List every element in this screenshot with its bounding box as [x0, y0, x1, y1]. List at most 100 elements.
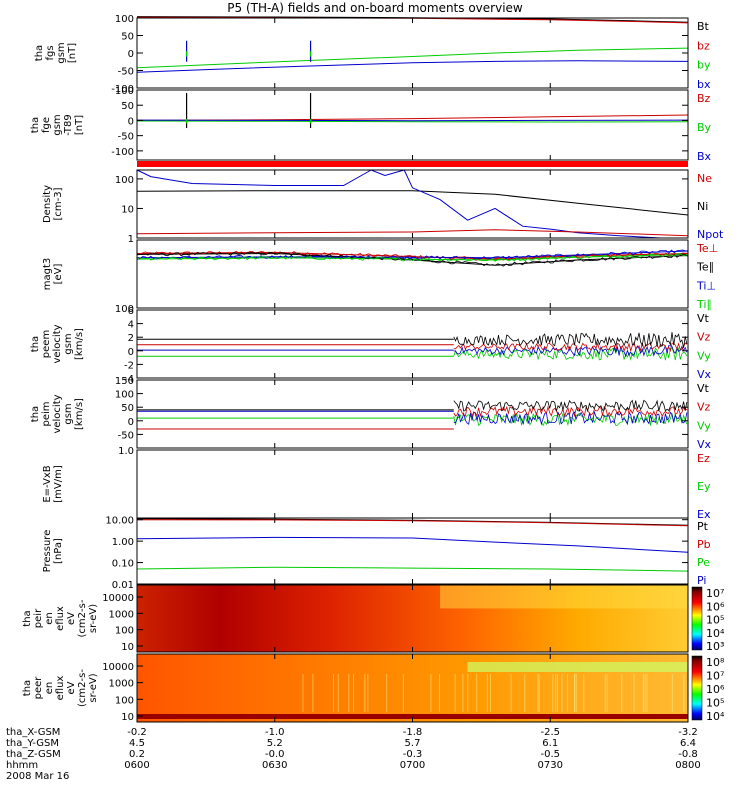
- fgs-legend-2: by: [697, 59, 711, 72]
- ephemeris-value: 0630: [262, 760, 287, 771]
- velocity_i-ytick-label: 100: [115, 390, 134, 401]
- panel-velocity_i: [136, 379, 689, 449]
- fge-legend-2: Bx: [697, 150, 712, 163]
- peir-ylabel-line: eflux: [55, 606, 66, 631]
- ephemeris-value: -1.8: [403, 727, 423, 738]
- pressure-ylabel-line: [nPa]: [53, 538, 64, 564]
- temperature-series-Te∥: [136, 252, 689, 266]
- velocity_i-noisy-series: [453, 410, 688, 426]
- peir-colorbar-tick: 10⁷: [706, 587, 724, 600]
- temperature-ylabel-line: [eV]: [53, 264, 64, 285]
- velocity_i-legend-1: Vz: [697, 401, 711, 414]
- peer-high-energy-band: [467, 662, 688, 672]
- fge-frame: [136, 89, 689, 161]
- velocity_i-frame: [136, 379, 689, 449]
- velocity_e-legend-3: Vx: [697, 368, 712, 381]
- peer-ytick-label: 10000: [102, 662, 134, 673]
- fgs-ylabel-line: [nT]: [67, 43, 78, 63]
- ephemeris-value: -0.5: [540, 749, 560, 760]
- peir-colorbar: [691, 586, 703, 651]
- peir-ylabel-line: eV: [66, 612, 77, 625]
- efield-legend-1: Ey: [697, 480, 711, 493]
- ephemeris-value: 6.4: [680, 738, 696, 749]
- panel-temperature: [136, 239, 689, 309]
- peir-ylabel-line: peir: [33, 608, 44, 628]
- peer-ylabel-line: peer: [33, 676, 44, 700]
- ephemeris-value: 5.7: [405, 738, 421, 749]
- velocity_e-noisy-series: [453, 332, 688, 348]
- fgs-ytick-label: -100: [111, 84, 134, 95]
- pressure-ytick-label: 1.00: [112, 537, 134, 548]
- velocity_i-ytick-label: -50: [118, 430, 134, 441]
- ephemeris-value: -3.2: [678, 727, 698, 738]
- ephemeris-value: -0.8: [678, 749, 698, 760]
- fge-ytick-label: 100: [115, 86, 134, 97]
- fgs-ylabel-line: gsm: [56, 42, 67, 63]
- panel-peir: [136, 584, 703, 653]
- peer-colorbar-tick: 10⁴: [706, 710, 725, 723]
- peir-colorbar-tick: 10⁵: [706, 614, 724, 627]
- pressure-legend-2: Pe: [697, 556, 710, 569]
- efield-legend-2: Ex: [697, 508, 711, 521]
- velocity_i-ytick-label: 0: [128, 417, 134, 428]
- density-legend-0: Ne: [697, 172, 712, 185]
- ephemeris-value: 0730: [538, 760, 563, 771]
- temperature-legend-2: Ti⊥: [696, 279, 716, 292]
- ephemeris-label: tha_X-GSM: [6, 727, 60, 738]
- peer-ylabel-line: tha: [22, 680, 33, 696]
- density-legend-2: Npot: [697, 228, 724, 241]
- fge-ylabel-line: fge: [41, 117, 52, 133]
- temperature-jitter-Ti∥: [136, 252, 689, 262]
- velocity_e-ylabel-line: gsm: [63, 333, 74, 354]
- ephemeris-value: -0.0: [265, 749, 285, 760]
- peir-ytick-label: 100: [115, 626, 134, 637]
- efield-legend-0: Ez: [697, 452, 710, 465]
- peer-colorbar-tick: 10⁸: [706, 656, 725, 669]
- fge-series-Bx: [136, 119, 689, 122]
- temperature-legend-3: Ti∥: [696, 298, 712, 311]
- velocity_e-ylabel-line: tha: [30, 336, 41, 352]
- peir-colorbar-tick: 10⁴: [706, 627, 725, 640]
- fge-ytick-label: 0: [128, 116, 134, 127]
- fgs-frame: [136, 17, 689, 89]
- peir-ylabel-line: tha: [22, 610, 33, 626]
- fgs-ytick-label: 50: [121, 32, 134, 43]
- velocity_i-noisy-series: [453, 399, 688, 412]
- efield-ylabel-line: E=-VxB: [42, 465, 53, 502]
- velocity_i-ylabel-line: velocity: [52, 394, 63, 433]
- density-series-Ne: [136, 229, 689, 237]
- panel-density: [136, 169, 689, 239]
- density-frame: [136, 169, 689, 239]
- ephemeris-value: -0.2: [127, 727, 147, 738]
- peer-ytick-label: 100: [115, 695, 134, 706]
- panel-velocity_e: [136, 309, 689, 379]
- ephemeris-value: 0.2: [129, 749, 145, 760]
- fgs-ytick-label: 100: [115, 14, 134, 25]
- ephemeris-value: 5.2: [267, 738, 283, 749]
- peer-ylabel-line: eV: [66, 681, 77, 694]
- peir-colorbar-tick: 10⁶: [706, 600, 725, 613]
- chart-title: P5 (TH-A) fields and on-board moments ov…: [227, 1, 523, 15]
- fgs-legend-1: bz: [697, 39, 710, 52]
- fge-ytick-label: -50: [118, 132, 134, 143]
- separator-bar: [137, 161, 688, 167]
- peir-colorbar-tick: 10³: [706, 640, 724, 653]
- velocity_i-ytick-label: 50: [121, 403, 134, 414]
- pressure-series-Pi: [136, 536, 689, 553]
- efield-ytick-label: 1.0: [118, 446, 134, 457]
- panel-pressure: [136, 517, 689, 585]
- fge-ytick-label: 50: [121, 101, 134, 112]
- fgs-legend-0: Bt: [697, 20, 710, 33]
- ephemeris-label: tha_Z-GSM: [6, 749, 61, 760]
- velocity_e-legend-1: Vz: [697, 331, 711, 344]
- velocity_e-frame: [136, 309, 689, 379]
- density-ytick-label: 1: [128, 234, 134, 245]
- fge-legend-1: By: [697, 121, 712, 134]
- temperature-jitter-Te∥: [136, 251, 689, 267]
- ephemeris-value: 0800: [675, 760, 700, 771]
- ephemeris-value: 4.5: [129, 738, 145, 749]
- velocity_e-ytick-label: 0: [128, 347, 134, 358]
- ephemeris-value: -1.0: [265, 727, 285, 738]
- ephemeris-value: -2.5: [540, 727, 560, 738]
